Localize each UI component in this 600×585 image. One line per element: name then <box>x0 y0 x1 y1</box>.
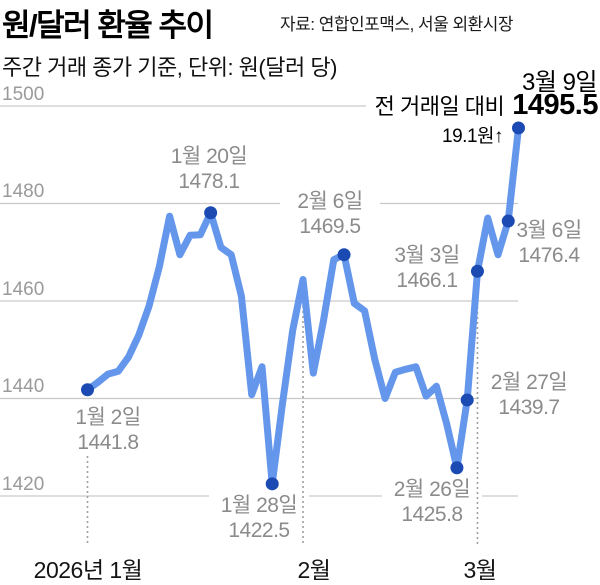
annotation-jan-20: 1월 20일 1478.1 <box>159 143 259 195</box>
callout-change-arrow: 19.1원↑ <box>442 126 503 147</box>
annotation-date: 2월 6일 <box>297 190 363 213</box>
annotation-date: 2월 26일 <box>393 478 471 501</box>
y-tick-1440: 1440 <box>2 376 45 397</box>
y-tick-1500: 1500 <box>2 84 45 105</box>
annotation-date: 1월 2일 <box>75 406 141 429</box>
annotation-jan-2: 1월 2일 1441.8 <box>58 404 158 456</box>
annotation-feb-27: 2월 27일 1439.7 <box>479 369 579 421</box>
x-label-feb: 2월 <box>297 557 331 583</box>
callout-compare-label: 전 거래일 대비 <box>374 94 505 119</box>
annotation-value: 1469.5 <box>299 215 361 238</box>
annotation-date: 3월 6일 <box>516 219 582 242</box>
y-tick-1480: 1480 <box>2 181 45 202</box>
annotation-value: 1422.5 <box>228 519 290 542</box>
annotation-value: 1439.7 <box>498 396 560 419</box>
annotation-value: 1478.1 <box>178 170 240 193</box>
annotation-feb-6: 2월 6일 1469.5 <box>280 188 380 240</box>
x-label-mar: 3월 <box>463 557 497 583</box>
annotation-jan-28: 1월 28일 1422.5 <box>209 492 309 544</box>
annotation-date: 1월 28일 <box>220 494 298 517</box>
x-label-jan-2026: 2026년 1월 <box>33 557 143 583</box>
annotation-feb-26: 2월 26일 1425.8 <box>382 476 482 528</box>
annotation-value: 1476.4 <box>518 244 580 267</box>
annotation-mar-6: 3월 6일 1476.4 <box>499 217 599 269</box>
annotation-value: 1466.1 <box>396 269 458 292</box>
y-tick-1460: 1460 <box>2 279 45 300</box>
annotation-date: 3월 3일 <box>394 244 460 267</box>
callout-latest: 전 거래일 대비 1495.5 <box>366 89 598 122</box>
annotation-value: 1425.8 <box>401 503 463 526</box>
source-credit: 자료: 연합인포맥스, 서울 외환시장 <box>280 15 514 34</box>
annotation-date: 2월 27일 <box>490 371 568 394</box>
y-tick-1420: 1420 <box>2 474 45 495</box>
annotation-mar-3: 3월 3일 1466.1 <box>377 242 477 294</box>
annotation-date: 1월 20일 <box>170 145 248 168</box>
callout-latest-value: 1495.5 <box>512 89 598 121</box>
page-title: 원/달러 환율 추이 <box>2 8 214 43</box>
callout-date: 3월 9일 <box>521 69 598 96</box>
annotation-value: 1441.8 <box>77 431 139 454</box>
chart-subtitle: 주간 거래 종가 기준, 단위: 원(달러 당) <box>2 55 337 80</box>
